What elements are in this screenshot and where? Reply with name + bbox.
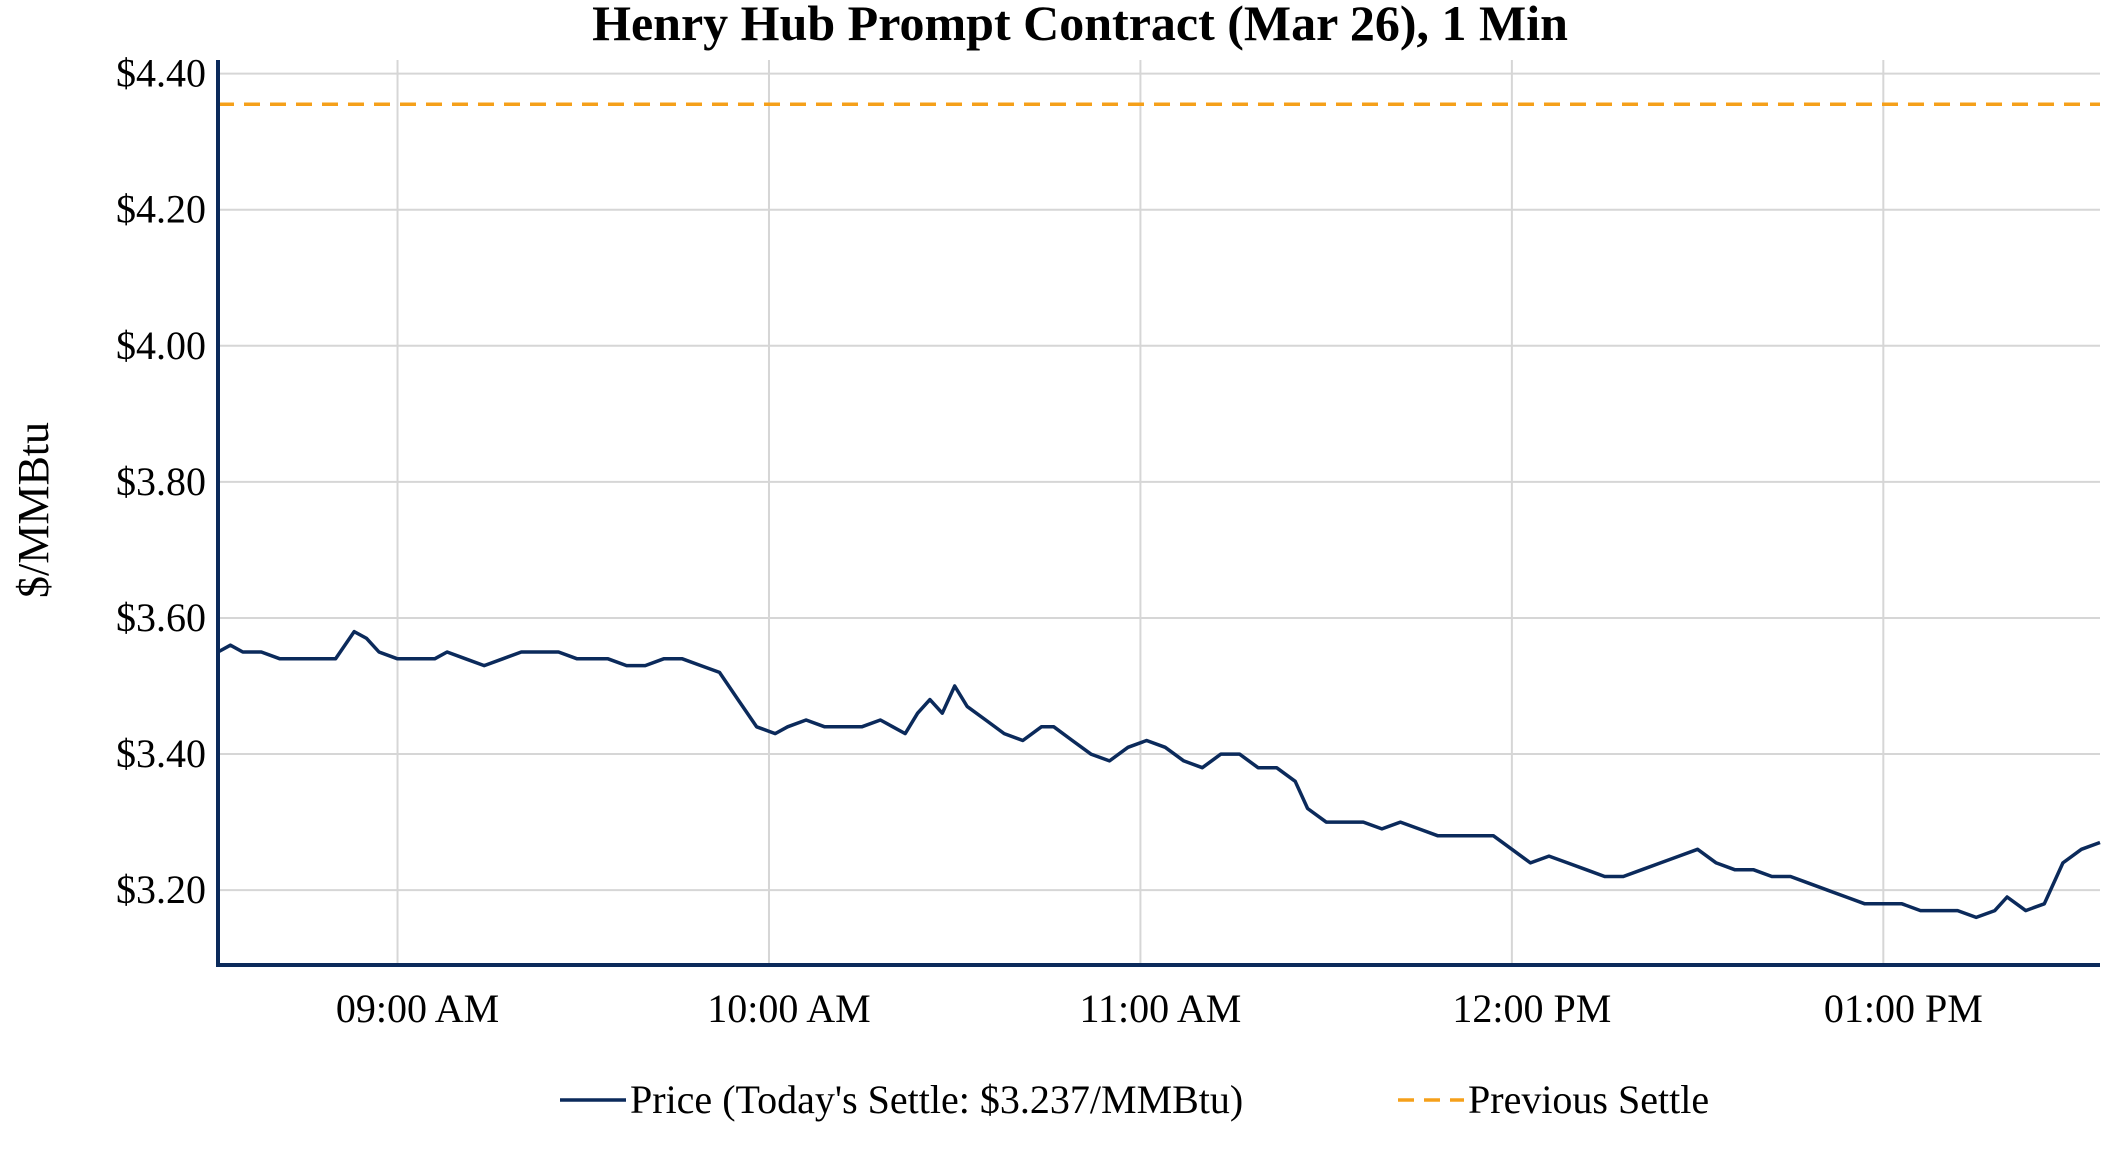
x-axis-ticks: 09:00 AM 10:00 AM 11:00 AM 12:00 PM 01:00 PM [336,986,1983,1031]
y-tick-label: $3.20 [116,867,206,912]
price-line [217,629,2101,920]
axes [216,60,2100,967]
series-layer [217,102,2101,920]
legend: Price (Today's Settle: $3.237/MMBtu) Prev… [560,1077,1709,1122]
y-tick-label: $3.40 [116,731,206,776]
legend-label: Previous Settle [1468,1077,1709,1122]
x-tick-label: 09:00 AM [336,986,499,1031]
y-tick-label: $3.80 [116,459,206,504]
x-tick-label: 11:00 AM [1079,986,1241,1031]
x-tick-label: 01:00 PM [1824,986,1983,1031]
x-tick-label: 12:00 PM [1452,986,1611,1031]
y-axis-ticks: $3.20 $3.40 $3.60 $3.80 $4.00 $4.20 $4.40 [116,51,206,913]
y-tick-label: $4.40 [116,51,206,96]
y-tick-label: $4.20 [116,187,206,232]
legend-label: Price (Today's Settle: $3.237/MMBtu) [630,1077,1243,1122]
chart-title: Henry Hub Prompt Contract (Mar 26), 1 Mi… [592,0,1568,51]
y-tick-label: $3.60 [116,595,206,640]
grid [218,60,2100,965]
y-axis-label: $/MMBtu [9,422,58,598]
x-tick-label: 10:00 AM [707,986,870,1031]
y-tick-label: $4.00 [116,323,206,368]
